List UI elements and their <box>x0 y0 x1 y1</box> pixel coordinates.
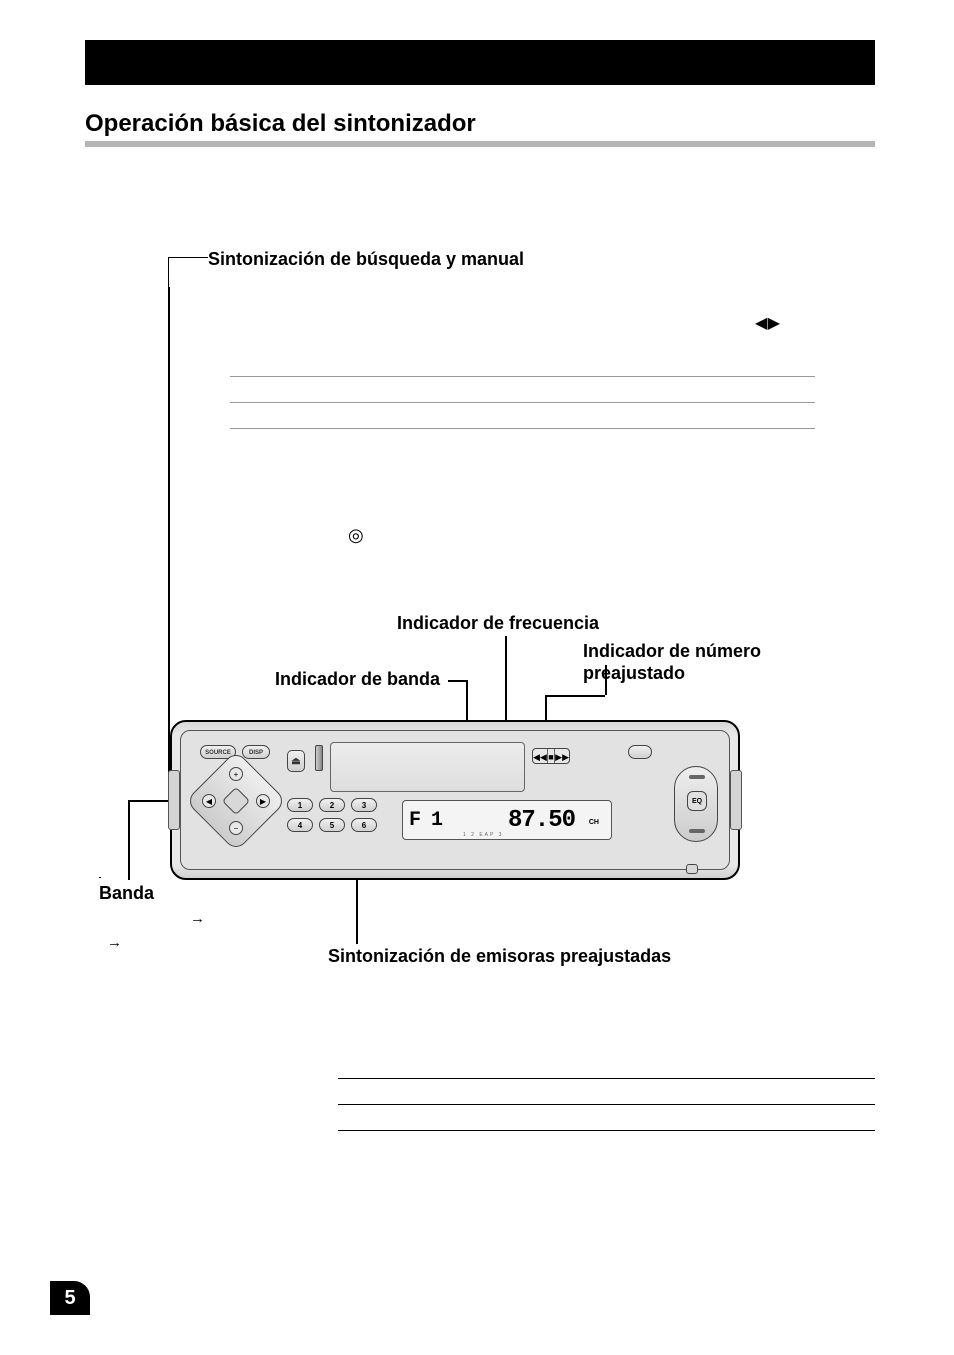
label-preset-indicator-l1: Indicador de número <box>583 641 761 662</box>
radio-unit: SOURCE DISP ⏏ ◀◀ ■ ▶▶ + − ◀ ▶ 1 2 3 4 5 … <box>170 720 740 880</box>
line-freq-vert <box>505 636 507 724</box>
rule-1 <box>230 376 815 377</box>
rule-2 <box>230 402 815 403</box>
line-preset-vert1 <box>605 665 607 695</box>
label-band-indicator: Indicador de banda <box>275 669 440 690</box>
disp-button[interactable]: DISP <box>242 745 270 759</box>
note-rule-3 <box>338 1130 875 1131</box>
preset-5[interactable]: 5 <box>319 818 345 832</box>
line-seek-manual <box>168 287 170 785</box>
lr-arrow-glyphs: ◀ ▶ <box>755 313 778 333</box>
preset-3[interactable]: 3 <box>351 798 377 812</box>
lcd-display: F 1 87.50 CH 1 2 EAP 3 <box>402 800 612 840</box>
tape-direction-buttons[interactable]: ◀◀ ■ ▶▶ <box>532 748 570 764</box>
line-banda-horiz <box>99 877 101 878</box>
label-preset-tuning: Sintonización de emisoras preajustadas <box>328 946 671 967</box>
side-tab-left <box>168 770 180 830</box>
line-preset-horiz <box>545 695 605 697</box>
cassette-door <box>330 742 525 792</box>
bracket-seek-manual <box>168 257 208 287</box>
dpad: + − ◀ ▶ <box>200 765 272 837</box>
label-preset-indicator-l2: preajustado <box>583 663 685 684</box>
label-seek-manual: Sintonización de búsqueda y manual <box>208 249 524 270</box>
dpad-down[interactable]: − <box>229 821 243 835</box>
lcd-bottom-marks: 1 2 EAP 3 <box>463 832 503 838</box>
preset-1[interactable]: 1 <box>287 798 313 812</box>
label-freq-indicator: Indicador de frecuencia <box>397 613 599 634</box>
cassette-slot-edge <box>315 745 323 771</box>
faceplate-release[interactable] <box>686 864 698 874</box>
dpad-right[interactable]: ▶ <box>256 794 270 808</box>
note-rule-2 <box>338 1104 875 1105</box>
section-title: Operación básica del sintonizador <box>85 110 875 144</box>
dpad-up[interactable]: + <box>229 767 243 781</box>
ffwd-button[interactable]: ▶▶ <box>555 749 569 763</box>
side-tab-right <box>730 770 742 830</box>
top-right-button[interactable] <box>628 745 652 759</box>
arrow-right-1: → <box>190 910 205 927</box>
rule-3 <box>230 428 815 429</box>
lcd-band-text: F 1 <box>409 809 442 832</box>
section-title-underline <box>85 141 875 147</box>
label-banda: Banda <box>99 883 154 904</box>
note-rule-1 <box>338 1078 875 1079</box>
rewind-button[interactable]: ◀◀ <box>533 749 548 763</box>
line-band-ind-horiz <box>448 680 466 682</box>
stereo-icon: ◎ <box>348 525 364 546</box>
pod-top-button[interactable] <box>689 775 705 779</box>
page-number: 5 <box>50 1281 90 1315</box>
header-black-bar <box>85 40 875 85</box>
eject-button[interactable]: ⏏ <box>287 750 305 772</box>
lcd-ch-label: CH <box>589 819 599 826</box>
eq-button[interactable]: EQ <box>687 791 707 811</box>
right-control-pod: EQ <box>674 766 718 842</box>
pod-bottom-button[interactable] <box>689 829 705 833</box>
lcd-frequency: 87.50 <box>508 807 575 834</box>
arrow-right-2: → <box>107 934 122 951</box>
dpad-left[interactable]: ◀ <box>202 794 216 808</box>
line-banda-vert <box>128 800 130 880</box>
preset-4[interactable]: 4 <box>287 818 313 832</box>
preset-6[interactable]: 6 <box>351 818 377 832</box>
stop-button[interactable]: ■ <box>548 749 555 763</box>
preset-2[interactable]: 2 <box>319 798 345 812</box>
